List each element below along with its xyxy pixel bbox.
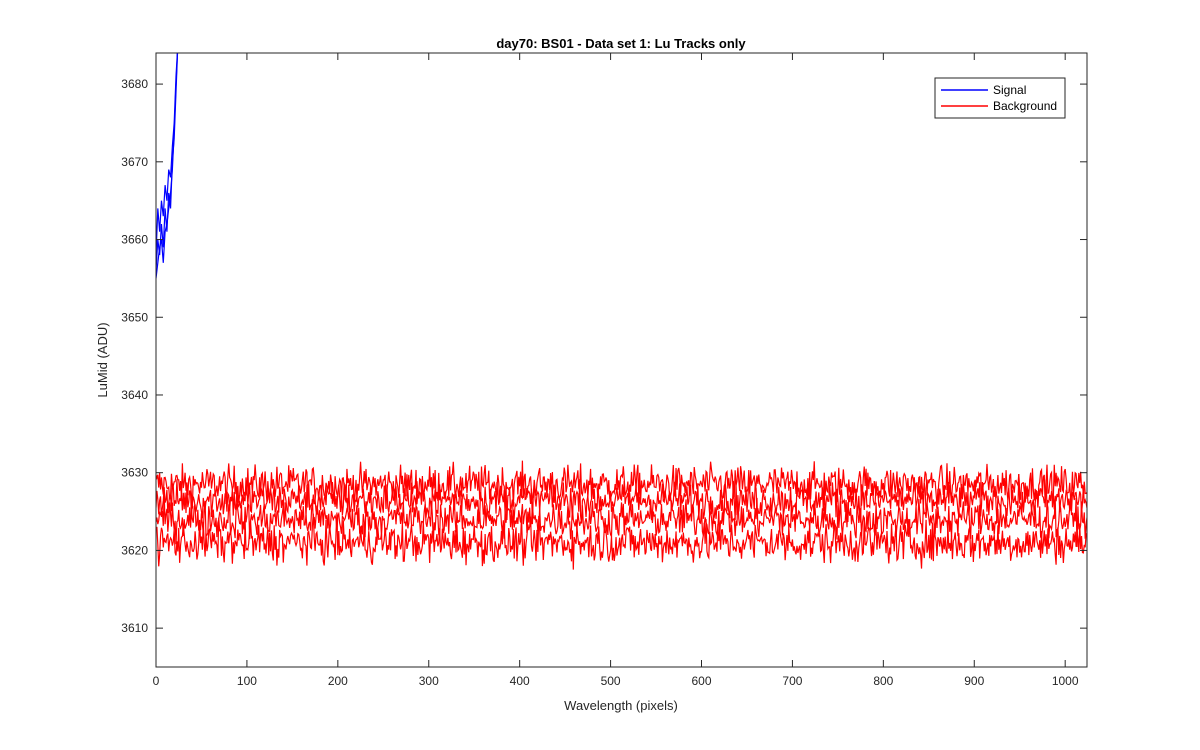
y-tick-label: 3680 [121, 77, 148, 91]
y-tick-label: 3640 [121, 388, 148, 402]
background-trace-2 [156, 472, 1087, 525]
x-tick-label: 100 [237, 674, 257, 688]
y-tick-label: 3610 [121, 621, 148, 635]
x-tick-label: 600 [691, 674, 711, 688]
y-tick-label: 3620 [121, 543, 148, 557]
x-tick-label: 300 [419, 674, 439, 688]
x-tick-label: 400 [510, 674, 530, 688]
y-axis-ticks: 3610 3620 3630 3640 3650 3660 3670 3680 [121, 77, 1087, 635]
y-tick-label: 3660 [121, 233, 148, 247]
x-tick-label: 500 [601, 674, 621, 688]
x-tick-label: 0 [153, 674, 160, 688]
y-tick-label: 3630 [121, 466, 148, 480]
x-tick-label: 700 [782, 674, 802, 688]
background-trace-3 [156, 493, 1087, 548]
y-tick-label: 3650 [121, 310, 148, 324]
x-axis-ticks: 0 100 200 300 400 500 600 700 800 900 1000 [153, 53, 1079, 688]
legend-background-label: Background [993, 99, 1057, 113]
x-tick-label: 800 [873, 674, 893, 688]
x-tick-label: 200 [328, 674, 348, 688]
y-axis-label: LuMid (ADU) [95, 322, 110, 397]
x-axis-label: Wavelength (pixels) [564, 698, 678, 713]
data-traces [156, 53, 1087, 570]
x-tick-label: 900 [964, 674, 984, 688]
y-tick-label: 3670 [121, 155, 148, 169]
axes-box [155, 52, 1088, 668]
signal-trace-3 [156, 53, 179, 279]
background-trace-1 [156, 460, 1087, 509]
legend: Signal Background [934, 77, 1066, 119]
plot-area [156, 53, 1087, 667]
x-tick-label: 1000 [1052, 674, 1079, 688]
legend-signal-label: Signal [993, 83, 1026, 97]
legend-box [934, 77, 1066, 119]
background-trace-4 [156, 512, 1087, 570]
chart-title: day70: BS01 - Data set 1: Lu Tracks only [496, 36, 746, 51]
